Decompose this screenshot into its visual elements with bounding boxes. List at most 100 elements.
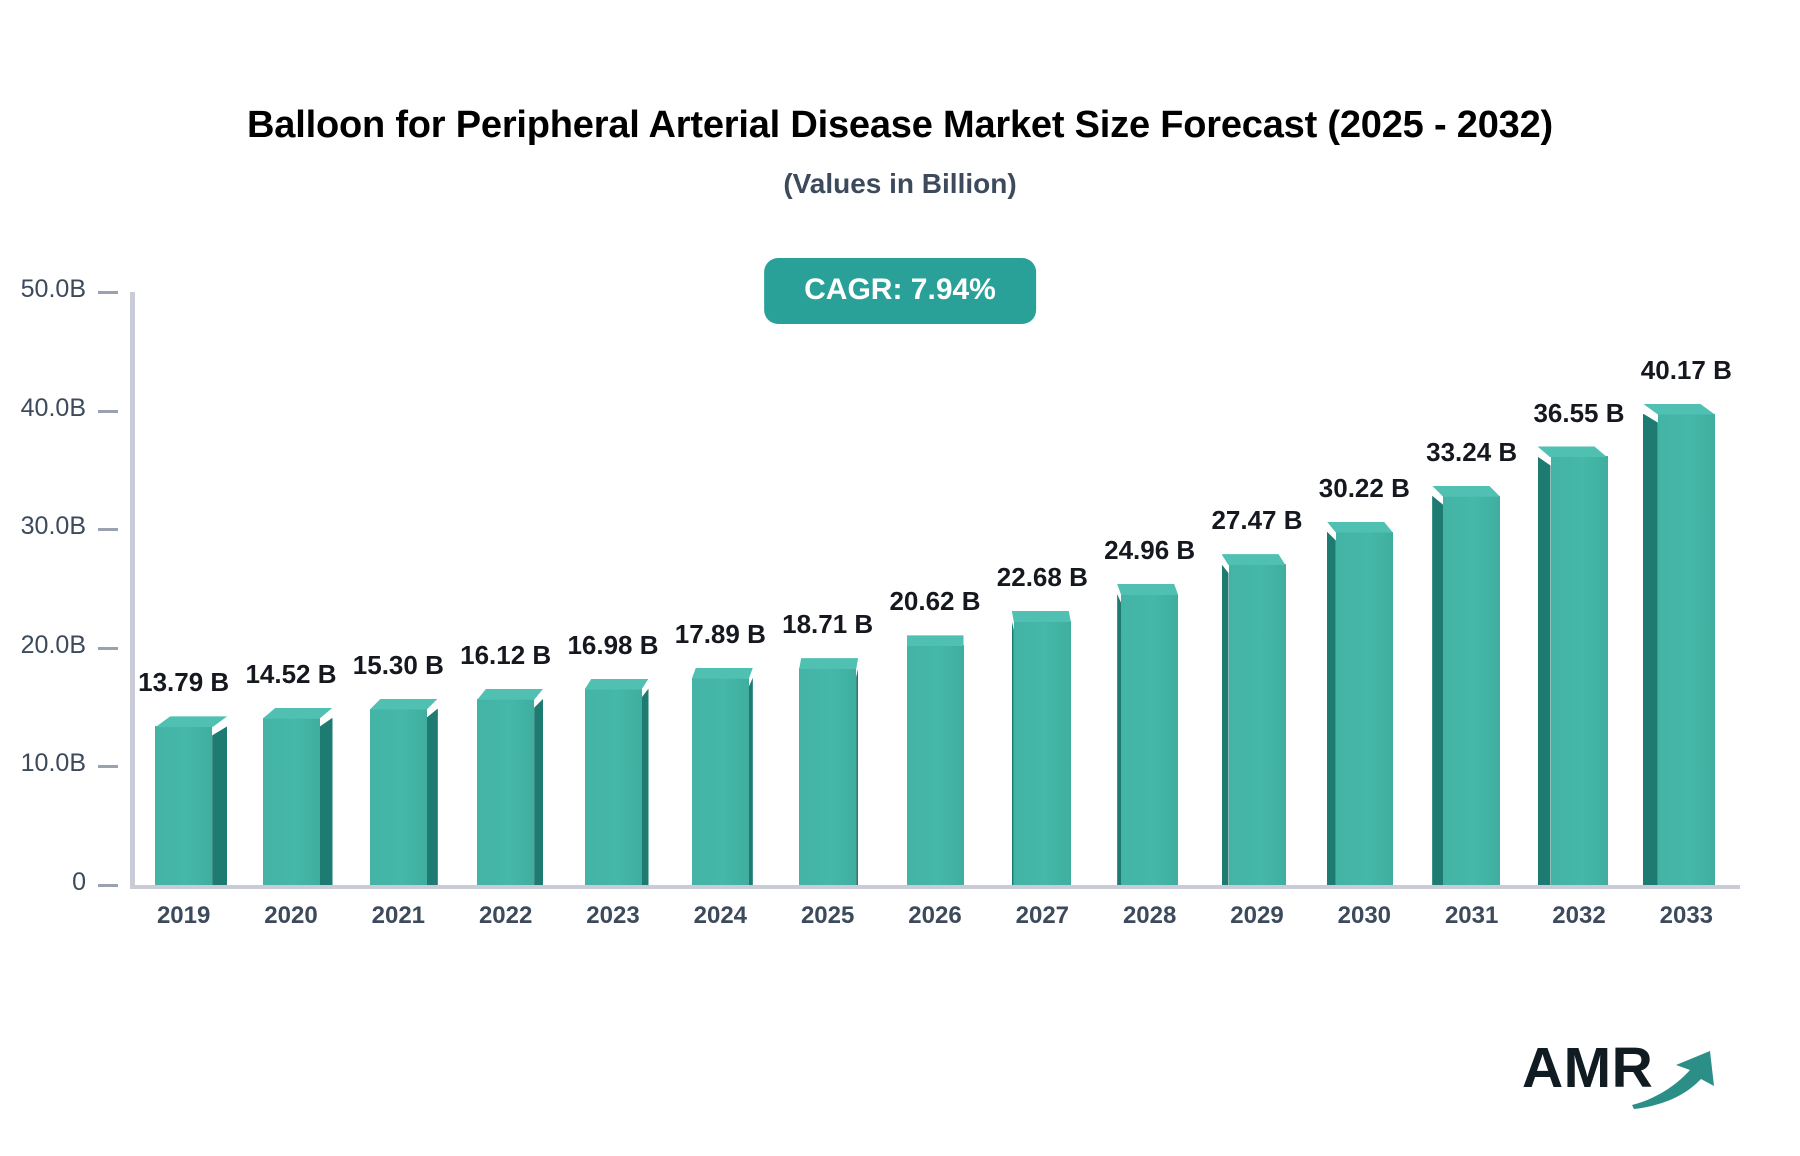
bar-side-face xyxy=(1117,593,1122,885)
bar-column xyxy=(1117,583,1179,885)
bar-side-face xyxy=(1011,620,1014,885)
bar-side-face xyxy=(319,717,333,885)
bar-column xyxy=(262,707,333,885)
y-axis-tick-label: 50.0B xyxy=(20,275,86,303)
x-axis-label: 2021 xyxy=(371,902,426,929)
bar-side-face xyxy=(641,688,649,885)
bar-side-face xyxy=(1221,564,1229,885)
bar-front-face xyxy=(584,688,642,885)
bar-value-label: 17.89 B xyxy=(674,618,766,649)
bar-front-face xyxy=(477,698,535,885)
bar-value-label: 16.12 B xyxy=(460,639,552,670)
y-axis-tick-mark xyxy=(98,291,118,294)
y-axis-tick-label: 10.0B xyxy=(20,749,86,778)
y-axis-tick-label: 30.0B xyxy=(20,512,86,541)
bar-column xyxy=(799,658,859,885)
x-axis-line xyxy=(130,885,1740,889)
bar-front-face xyxy=(1443,495,1501,885)
bar-value-label: 14.52 B xyxy=(245,658,337,689)
x-axis-label: 2022 xyxy=(478,902,533,929)
bar-side-face xyxy=(426,708,438,885)
y-axis-tick-mark xyxy=(98,884,118,887)
bar-value-label: 13.79 B xyxy=(138,667,230,698)
bar-top-face xyxy=(906,635,964,647)
y-axis-tick-label: 0 xyxy=(72,868,86,896)
bar-series xyxy=(130,292,1740,885)
page-title: Balloon for Peripheral Arterial Disease … xyxy=(247,104,1553,146)
bar-front-face xyxy=(1335,531,1393,885)
bar-top-face xyxy=(1011,610,1071,622)
bar-front-face xyxy=(369,708,427,885)
bar-side-face xyxy=(1537,456,1551,885)
bar-front-face xyxy=(1121,593,1179,885)
bar-column xyxy=(691,667,753,885)
bar-side-face xyxy=(1326,531,1336,885)
amr-logo-text: AMR xyxy=(1522,1036,1654,1100)
bar-front-face xyxy=(155,726,213,885)
bar-value-label: 22.68 B xyxy=(996,562,1088,592)
bar-top-face xyxy=(1326,521,1393,533)
y-axis-tick-mark xyxy=(98,765,118,769)
bar-column xyxy=(1221,554,1286,885)
bar-side-face xyxy=(534,698,544,885)
bar-top-face xyxy=(1117,583,1179,595)
bar-front-face xyxy=(1550,456,1608,885)
bar-top-face xyxy=(1642,403,1715,415)
bar-top-face xyxy=(1221,554,1286,566)
x-axis-label: 2020 xyxy=(264,902,318,929)
bar-top-face xyxy=(584,678,649,690)
bar-top-face xyxy=(262,707,333,719)
bar-value-label: 24.96 B xyxy=(1104,534,1196,565)
x-axis-label: 2025 xyxy=(800,902,855,929)
y-axis-tick-mark xyxy=(98,409,118,413)
bar-value-label: 20.62 B xyxy=(889,586,981,617)
bar-value-label: 27.47 B xyxy=(1211,505,1303,536)
y-axis-line xyxy=(130,292,135,887)
y-axis-tick-mark xyxy=(98,528,118,532)
x-axis-label: 2028 xyxy=(1122,902,1177,929)
bar-value-label: 15.30 B xyxy=(352,649,444,680)
x-axis-label: 2024 xyxy=(693,902,748,929)
x-axis-label: 2023 xyxy=(586,902,640,929)
bar-value-label: 30.22 B xyxy=(1318,472,1410,503)
bar-column xyxy=(477,688,544,885)
bar-column xyxy=(584,678,649,885)
bar-top-face xyxy=(1432,485,1501,497)
bar-column xyxy=(1537,446,1608,885)
bar-side-face xyxy=(1642,413,1658,885)
chart-subtitle: (Values in Billion) xyxy=(783,168,1017,199)
bar-column xyxy=(1326,521,1393,885)
bar-top-face xyxy=(477,688,544,700)
bar-side-face xyxy=(856,668,859,885)
x-axis-label: 2029 xyxy=(1230,902,1284,929)
bar-column xyxy=(155,716,228,885)
x-axis-label: 2032 xyxy=(1552,902,1606,929)
bar-value-label: 18.71 B xyxy=(782,609,874,640)
bar-front-face xyxy=(1228,564,1286,885)
bar-column xyxy=(1011,610,1071,885)
x-axis-label: 2026 xyxy=(908,902,962,929)
bar-column xyxy=(369,698,438,885)
y-axis-tick-label: 40.0B xyxy=(20,393,86,422)
y-axis-tick-mark xyxy=(98,646,118,650)
bar-front-face xyxy=(799,668,857,885)
bar-value-label: 36.55 B xyxy=(1533,397,1625,428)
cagr-badge: CAGR: 7.94% xyxy=(764,258,1036,324)
bar-side-face xyxy=(748,677,753,885)
bar-value-label: 16.98 B xyxy=(567,629,659,660)
bar-front-face xyxy=(1013,620,1071,885)
bar-value-label: 33.24 B xyxy=(1426,436,1518,467)
bar-side-face xyxy=(1432,495,1444,885)
x-axis-label: 2019 xyxy=(156,902,211,929)
bar-top-face xyxy=(691,667,753,679)
bar-top-face xyxy=(1537,446,1608,458)
bar-column xyxy=(906,635,964,885)
amr-logo: AMR xyxy=(1522,1036,1714,1116)
y-axis-tick-label: 20.0B xyxy=(20,630,86,659)
bar-top-face xyxy=(155,716,228,728)
bar-column xyxy=(1642,403,1715,885)
growth-arrow-icon xyxy=(1632,1051,1714,1109)
bar-front-face xyxy=(691,677,749,885)
x-axis-label: 2027 xyxy=(1015,902,1070,929)
